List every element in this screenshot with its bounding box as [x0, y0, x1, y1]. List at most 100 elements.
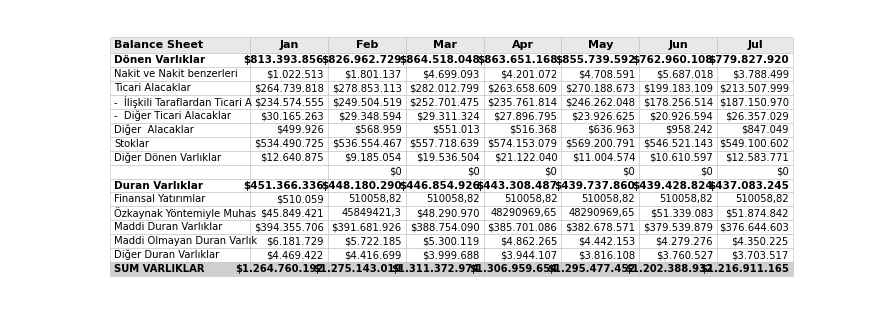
Bar	[406, 165, 484, 179]
Bar	[406, 179, 484, 193]
Text: $3.816.108: $3.816.108	[578, 250, 635, 260]
Text: 510058,82: 510058,82	[581, 194, 635, 204]
Text: $551.013: $551.013	[432, 125, 479, 135]
Text: Finansal Yatırımlar: Finansal Yatırımlar	[115, 194, 205, 204]
Bar	[110, 248, 250, 262]
Bar	[328, 179, 406, 193]
Bar	[717, 234, 793, 248]
Bar	[484, 220, 561, 234]
Bar	[250, 165, 328, 179]
Text: $12.583.771: $12.583.771	[725, 153, 788, 163]
Bar	[484, 206, 561, 220]
Text: 510058,82: 510058,82	[659, 194, 713, 204]
Bar	[250, 220, 328, 234]
Bar	[561, 262, 640, 276]
Text: $569.200.791: $569.200.791	[565, 139, 635, 149]
Text: $636.963: $636.963	[588, 125, 635, 135]
Text: $388.754.090: $388.754.090	[410, 222, 479, 232]
Bar	[328, 81, 406, 95]
Bar	[250, 123, 328, 137]
Bar	[328, 95, 406, 109]
Bar	[484, 165, 561, 179]
Text: 510058,82: 510058,82	[348, 194, 402, 204]
Bar	[406, 53, 484, 67]
Bar	[640, 234, 717, 248]
Bar	[561, 151, 640, 165]
Text: $385.701.086: $385.701.086	[487, 222, 558, 232]
Text: $863.651.168: $863.651.168	[477, 55, 558, 65]
Text: Nakit ve Nakit benzerleri: Nakit ve Nakit benzerleri	[115, 69, 238, 79]
Text: $448.180.290: $448.180.290	[321, 180, 402, 191]
Text: -  Diğer Ticari Alacaklar: - Diğer Ticari Alacaklar	[115, 111, 231, 121]
Bar	[561, 179, 640, 193]
Bar	[250, 234, 328, 248]
Text: $5.687.018: $5.687.018	[655, 69, 713, 79]
Bar	[406, 262, 484, 276]
Bar	[110, 262, 250, 276]
Text: $11.004.574: $11.004.574	[572, 153, 635, 163]
Bar	[110, 67, 250, 81]
Bar	[110, 165, 250, 179]
Text: $379.539.879: $379.539.879	[643, 222, 713, 232]
Bar	[717, 109, 793, 123]
Text: Balance Sheet: Balance Sheet	[115, 40, 204, 50]
Bar	[717, 165, 793, 179]
Bar	[717, 137, 793, 151]
Bar	[561, 206, 640, 220]
Text: 48290969,65: 48290969,65	[568, 208, 635, 218]
Text: $29.311.324: $29.311.324	[416, 111, 479, 121]
Text: $4.416.699: $4.416.699	[344, 250, 402, 260]
Bar	[110, 220, 250, 234]
Text: $864.518.048: $864.518.048	[399, 55, 479, 65]
Bar	[561, 53, 640, 67]
Text: $3.999.688: $3.999.688	[422, 250, 479, 260]
Text: $12.640.875: $12.640.875	[260, 153, 324, 163]
Text: Özkaynak Yöntemiyle Muhas: Özkaynak Yöntemiyle Muhas	[115, 207, 256, 219]
Bar	[406, 67, 484, 81]
Bar	[561, 37, 640, 53]
Bar	[640, 262, 717, 276]
Bar	[717, 262, 793, 276]
Bar	[717, 193, 793, 206]
Text: $510.059: $510.059	[276, 194, 324, 204]
Bar	[717, 179, 793, 193]
Bar	[484, 151, 561, 165]
Bar	[406, 123, 484, 137]
Bar	[484, 137, 561, 151]
Bar	[640, 109, 717, 123]
Bar	[561, 193, 640, 206]
Bar	[484, 81, 561, 95]
Text: $3.703.517: $3.703.517	[731, 250, 788, 260]
Text: $826.962.729: $826.962.729	[322, 55, 402, 65]
Text: $499.926: $499.926	[276, 125, 324, 135]
Bar	[484, 248, 561, 262]
Text: $1.022.513: $1.022.513	[266, 69, 324, 79]
Text: $5.722.185: $5.722.185	[344, 236, 402, 246]
Text: $0: $0	[623, 166, 635, 177]
Bar	[110, 206, 250, 220]
Text: $252.701.475: $252.701.475	[410, 97, 479, 107]
Bar	[328, 37, 406, 53]
Text: $451.366.336: $451.366.336	[243, 180, 324, 191]
Text: $270.188.673: $270.188.673	[566, 83, 635, 93]
Bar	[328, 193, 406, 206]
Text: $234.574.555: $234.574.555	[254, 97, 324, 107]
Text: $213.507.999: $213.507.999	[719, 83, 788, 93]
Text: $4.201.072: $4.201.072	[500, 69, 558, 79]
Text: Diğer Dönen Varlıklar: Diğer Dönen Varlıklar	[115, 153, 221, 163]
Bar	[328, 220, 406, 234]
Bar	[110, 53, 250, 67]
Bar	[484, 193, 561, 206]
Text: Ticari Alacaklar: Ticari Alacaklar	[115, 83, 191, 93]
Bar	[561, 109, 640, 123]
Bar	[406, 151, 484, 165]
Bar	[250, 95, 328, 109]
Text: $1.306.959.654: $1.306.959.654	[469, 264, 558, 274]
Text: $3.760.527: $3.760.527	[655, 250, 713, 260]
Bar	[640, 95, 717, 109]
Bar	[250, 137, 328, 151]
Bar	[484, 179, 561, 193]
Text: $1.801.137: $1.801.137	[344, 69, 402, 79]
Text: Stoklar: Stoklar	[115, 139, 149, 149]
Text: $3.944.107: $3.944.107	[500, 250, 558, 260]
